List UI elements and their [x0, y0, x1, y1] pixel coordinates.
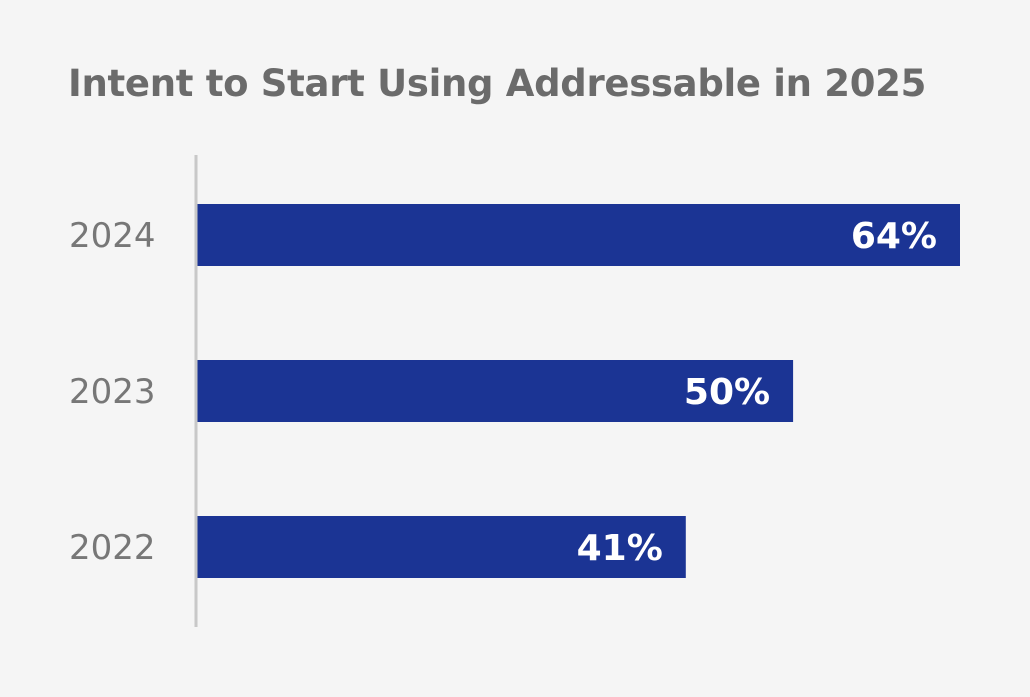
tick-label-2024: 2024 [69, 216, 156, 256]
tick-label-2023: 2023 [69, 372, 156, 412]
bar-2024 [197, 204, 960, 266]
tick-label-2022: 2022 [69, 528, 156, 568]
bar-2023 [197, 360, 794, 422]
data-label-2024: 64% [851, 216, 937, 257]
bars-layer: 2024 64% 2023 50% 2022 41% [69, 204, 960, 578]
bar-2022 [197, 516, 686, 578]
chart-title: Intent to Start Using Addressable in 202… [68, 62, 927, 105]
data-label-2023: 50% [684, 372, 770, 413]
data-label-2022: 41% [577, 528, 663, 569]
